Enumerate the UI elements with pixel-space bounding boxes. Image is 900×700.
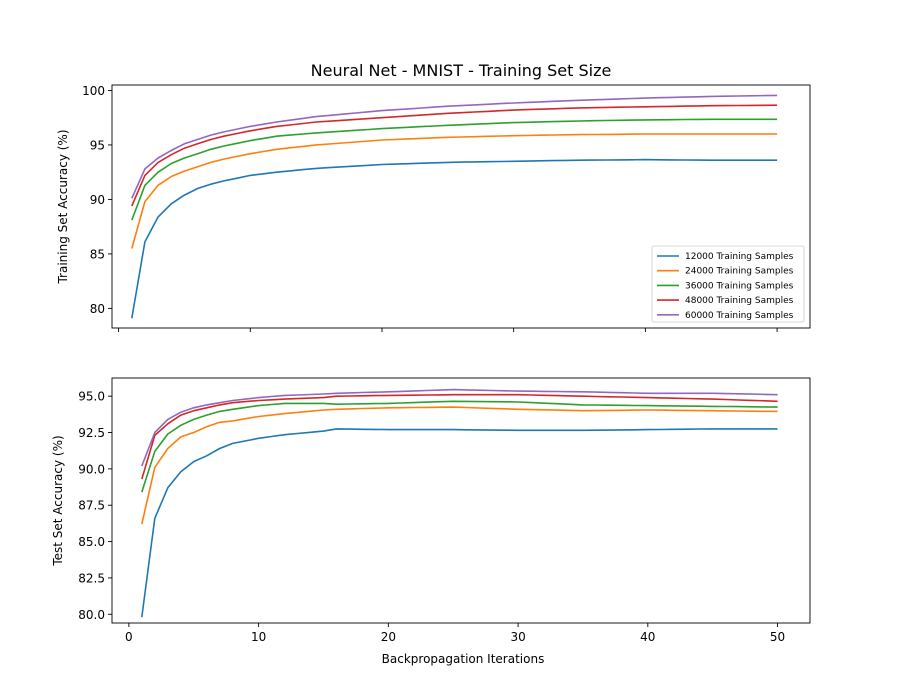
figure-title: Neural Net - MNIST - Training Set Size: [311, 61, 612, 80]
series-line-1: [141, 428, 778, 618]
y-tick-label: 95.0: [78, 390, 105, 404]
y-tick-label: 90.0: [78, 462, 105, 476]
test-accuracy-chart: 0 10 20 30 40 50 80.0 82.5 85.0 87.5 90.0 92.5 95.0 T…: [51, 377, 811, 666]
legend: 12000 Training Samples 24000 Training Sam…: [651, 245, 805, 323]
legend-label-4: 48000 Training Samples: [685, 296, 794, 306]
axes-frame: [111, 377, 811, 624]
series-line-3: [131, 118, 778, 221]
y-tick-label: 80: [90, 302, 105, 316]
y-tick-label: 85.0: [78, 535, 105, 549]
x-axis-label: Backpropagation Iterations: [382, 652, 545, 666]
series-line-5: [131, 94, 778, 199]
x-tick-label: 40: [640, 630, 655, 644]
y-tick-label: 85: [90, 247, 105, 261]
legend-label-1: 12000 Training Samples: [685, 252, 794, 262]
series-line-2: [141, 406, 778, 525]
legend-label-5: 60000 Training Samples: [685, 311, 794, 321]
series-line-3: [141, 400, 778, 493]
y-tick-label: 92.5: [78, 426, 105, 440]
y-tick-label: 90: [90, 193, 105, 207]
series-line-4: [131, 104, 778, 207]
series-line-5: [141, 388, 778, 467]
x-tick-label: 50: [770, 630, 785, 644]
x-tick-label: 30: [510, 630, 525, 644]
x-tick-label: 20: [381, 630, 396, 644]
x-tick-label: 10: [251, 630, 266, 644]
y-axis-label: Training Set Accuracy (%): [56, 129, 70, 284]
y-tick-label: 87.5: [78, 499, 105, 513]
axes-frame: [111, 84, 811, 329]
x-tick-label: 0: [125, 630, 133, 644]
training-accuracy-chart: 80 85 90 95 100 Training Set Accuracy (%) 1200…: [56, 84, 811, 332]
series-line-2: [131, 133, 778, 249]
legend-label-2: 24000 Training Samples: [685, 267, 794, 277]
legend-label-3: 36000 Training Samples: [685, 281, 794, 291]
y-tick-label: 80.0: [78, 608, 105, 622]
y-axis-label: Test Set Accuracy (%): [51, 435, 65, 566]
y-tick-label: 100: [82, 84, 105, 98]
y-tick-label: 82.5: [78, 571, 105, 585]
legend-box: [651, 245, 805, 323]
y-tick-label: 95: [90, 138, 105, 152]
series-line-1: [131, 158, 778, 319]
series-line-4: [141, 393, 778, 480]
